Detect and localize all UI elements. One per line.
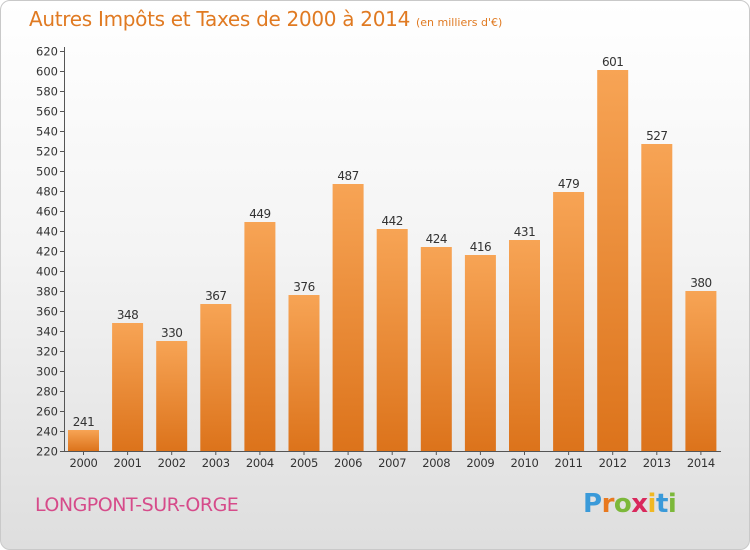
x-tick-label: 2001 <box>114 456 142 470</box>
data-label: 601 <box>602 55 623 69</box>
data-label: 449 <box>249 207 270 221</box>
bar-2009[interactable] <box>464 255 496 451</box>
x-tick-label: 2005 <box>290 456 318 470</box>
y-tick-label: 380 <box>36 285 58 299</box>
data-label: 424 <box>426 232 447 246</box>
bar-2010[interactable] <box>509 240 540 451</box>
logo-letter: r <box>601 489 615 519</box>
bar-2005[interactable] <box>288 295 320 451</box>
title-text: Autres Impôts et Taxes de 2000 à 2014 <box>29 7 410 31</box>
y-tick-label: 520 <box>36 145 58 159</box>
data-label: 380 <box>690 276 711 290</box>
x-tick-label: 2003 <box>202 456 230 470</box>
logo-letter: x <box>631 489 648 519</box>
data-label: 348 <box>117 308 138 322</box>
bar-2002[interactable] <box>156 341 188 451</box>
bar-2011[interactable] <box>553 192 585 451</box>
logo-letter: P <box>583 489 602 519</box>
data-label: 487 <box>337 169 358 183</box>
x-tick-label: 2006 <box>334 456 362 470</box>
x-tick-label: 2012 <box>599 456 627 470</box>
data-label: 330 <box>161 326 182 340</box>
bar-2012[interactable] <box>597 70 629 451</box>
x-tick-label: 2014 <box>687 456 715 470</box>
y-tick-label: 500 <box>36 165 58 179</box>
logo-letter: i <box>647 489 657 519</box>
y-tick-label: 240 <box>36 425 58 439</box>
bar-2004[interactable] <box>244 222 276 451</box>
logo-letter: o <box>613 489 632 519</box>
x-tick-label: 2010 <box>510 456 538 470</box>
bar-2000[interactable] <box>68 430 99 451</box>
x-tick-label: 2011 <box>555 456 583 470</box>
data-label: 376 <box>293 280 314 294</box>
y-tick-label: 300 <box>36 365 58 379</box>
bar-2006[interactable] <box>332 184 364 451</box>
bar-2007[interactable] <box>376 229 408 451</box>
x-tick-label: 2004 <box>246 456 274 470</box>
y-tick-label: 400 <box>36 265 58 279</box>
bar-2014[interactable] <box>685 291 717 451</box>
y-tick-label: 580 <box>36 85 58 99</box>
data-label: 367 <box>205 289 226 303</box>
y-tick-label: 620 <box>36 45 58 59</box>
y-tick-label: 220 <box>36 445 58 459</box>
data-label: 479 <box>558 177 579 191</box>
x-tick-label: 2007 <box>378 456 406 470</box>
y-tick-label: 340 <box>36 325 58 339</box>
y-tick-label: 280 <box>36 385 58 399</box>
x-tick-label: 2000 <box>69 456 97 470</box>
y-tick-label: 360 <box>36 305 58 319</box>
data-label: 527 <box>646 129 667 143</box>
y-tick-label: 420 <box>36 245 58 259</box>
data-label: 241 <box>73 415 94 429</box>
x-tick-label: 2008 <box>422 456 450 470</box>
y-tick-label: 480 <box>36 185 58 199</box>
y-tick-label: 260 <box>36 405 58 419</box>
commune-name: LONGPONT-SUR-ORGE <box>35 494 239 516</box>
x-tick-label: 2013 <box>643 456 671 470</box>
y-tick-label: 440 <box>36 225 58 239</box>
data-label: 431 <box>514 225 535 239</box>
x-tick-label: 2002 <box>158 456 186 470</box>
x-tick-label: 2009 <box>466 456 494 470</box>
y-tick-label: 460 <box>36 205 58 219</box>
y-tick-label: 320 <box>36 345 58 359</box>
logo-letter: t <box>655 489 668 519</box>
bar-2013[interactable] <box>641 144 673 451</box>
chart-title: Autres Impôts et Taxes de 2000 à 2014 (en… <box>29 7 502 31</box>
bar-2008[interactable] <box>420 247 452 451</box>
bar-2001[interactable] <box>112 323 144 451</box>
y-tick-label: 560 <box>36 105 58 119</box>
data-label: 442 <box>381 214 402 228</box>
y-tick-label: 600 <box>36 65 58 79</box>
proxiti-logo[interactable]: Proxiti <box>583 489 677 519</box>
logo-letter: i <box>667 489 677 519</box>
unit-label: (en milliers d'€) <box>416 16 503 29</box>
data-label: 416 <box>470 240 491 254</box>
y-tick-label: 540 <box>36 125 58 139</box>
bar-2003[interactable] <box>200 304 232 451</box>
